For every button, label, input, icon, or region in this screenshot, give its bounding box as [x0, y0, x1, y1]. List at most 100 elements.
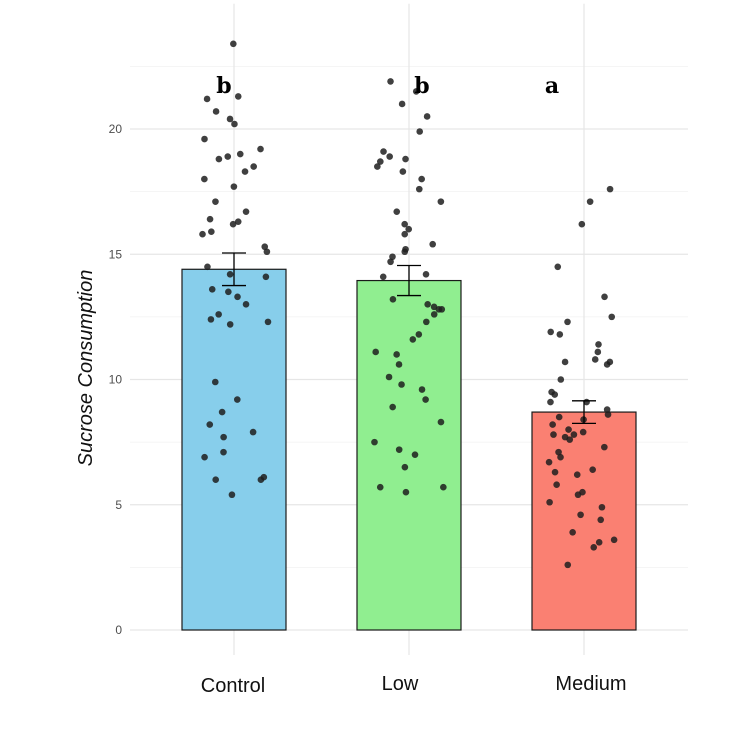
data-point — [422, 396, 429, 403]
data-point — [393, 208, 401, 215]
data-point — [554, 263, 562, 271]
data-point — [229, 220, 237, 228]
significance-letter: b — [414, 73, 429, 99]
data-point — [591, 356, 599, 363]
data-point — [573, 471, 581, 478]
data-point — [603, 406, 611, 413]
data-point — [569, 529, 576, 536]
data-point — [380, 148, 387, 155]
data-point — [230, 40, 237, 48]
data-point — [405, 225, 413, 233]
data-point — [236, 150, 244, 158]
data-point — [203, 95, 211, 103]
data-point — [224, 153, 232, 160]
y-tick-label: 15 — [109, 247, 123, 261]
data-point — [218, 408, 226, 416]
data-point — [557, 453, 564, 461]
error-bar — [572, 400, 596, 424]
data-point — [551, 391, 559, 398]
data-point — [603, 361, 611, 368]
data-point — [377, 158, 384, 165]
data-point — [579, 428, 587, 436]
data-point — [261, 243, 269, 251]
data-point — [601, 293, 608, 301]
data-point — [204, 263, 211, 271]
data-point — [215, 155, 223, 163]
data-point — [564, 561, 572, 569]
data-point — [263, 248, 271, 256]
data-point — [220, 448, 227, 456]
data-point — [553, 481, 560, 489]
data-point — [550, 431, 557, 438]
data-point — [226, 321, 234, 328]
data-point — [212, 108, 220, 115]
error-bars — [222, 252, 596, 424]
data-point — [231, 120, 238, 128]
data-point — [208, 228, 215, 236]
data-point — [389, 253, 396, 261]
data-point — [389, 296, 397, 303]
significance-letter: a — [545, 73, 559, 99]
data-point — [595, 341, 602, 348]
data-point — [199, 230, 206, 238]
data-point — [564, 318, 571, 326]
data-point — [226, 115, 234, 123]
data-point — [215, 311, 222, 318]
data-point — [424, 301, 431, 308]
data-point — [374, 163, 381, 170]
data-point — [206, 421, 214, 428]
data-point — [207, 316, 215, 323]
data-point — [225, 288, 232, 296]
data-point — [401, 230, 409, 238]
data-point — [601, 443, 608, 451]
data-point — [398, 381, 405, 388]
data-point — [566, 436, 574, 443]
x-tick-label: Control — [201, 675, 265, 697]
data-point — [415, 185, 423, 193]
data-point — [234, 293, 241, 301]
data-point — [545, 458, 553, 466]
data-point — [604, 411, 612, 418]
data-point — [201, 175, 208, 183]
data-point — [372, 348, 379, 356]
y-axis-ticks: 0 5 10 15 20 — [109, 122, 123, 637]
data-point — [555, 413, 563, 421]
data-point — [549, 421, 556, 428]
x-tick-label: Low — [382, 673, 419, 695]
data-point — [387, 258, 394, 266]
data-point — [556, 331, 564, 338]
bar-low — [356, 279, 462, 631]
data-point — [546, 498, 553, 506]
significance-letter: b — [216, 73, 231, 99]
data-point — [201, 453, 208, 461]
data-point — [206, 215, 214, 223]
data-point — [586, 198, 594, 205]
data-point — [565, 426, 572, 433]
data-point — [257, 145, 264, 153]
data-point — [242, 301, 250, 308]
data-point — [423, 113, 431, 120]
data-point — [249, 428, 257, 436]
data-point — [430, 311, 438, 318]
y-axis-label: Sucrose Consumption — [75, 270, 97, 467]
data-point — [379, 273, 387, 281]
data-point — [393, 351, 400, 358]
data-point — [578, 220, 586, 228]
data-point — [228, 491, 236, 499]
data-point — [435, 306, 443, 313]
data-point — [411, 451, 419, 458]
data-point — [402, 155, 409, 163]
data-point — [241, 168, 249, 175]
bar-medium — [531, 411, 637, 631]
error-bar — [397, 264, 421, 297]
data-point — [401, 248, 409, 256]
data-point — [220, 433, 227, 441]
data-point — [399, 168, 407, 175]
y-tick-label: 20 — [109, 122, 123, 136]
data-point — [412, 88, 420, 95]
data-point — [226, 270, 234, 278]
data-point — [418, 175, 425, 183]
data-point — [429, 240, 436, 248]
data-point — [547, 398, 554, 406]
